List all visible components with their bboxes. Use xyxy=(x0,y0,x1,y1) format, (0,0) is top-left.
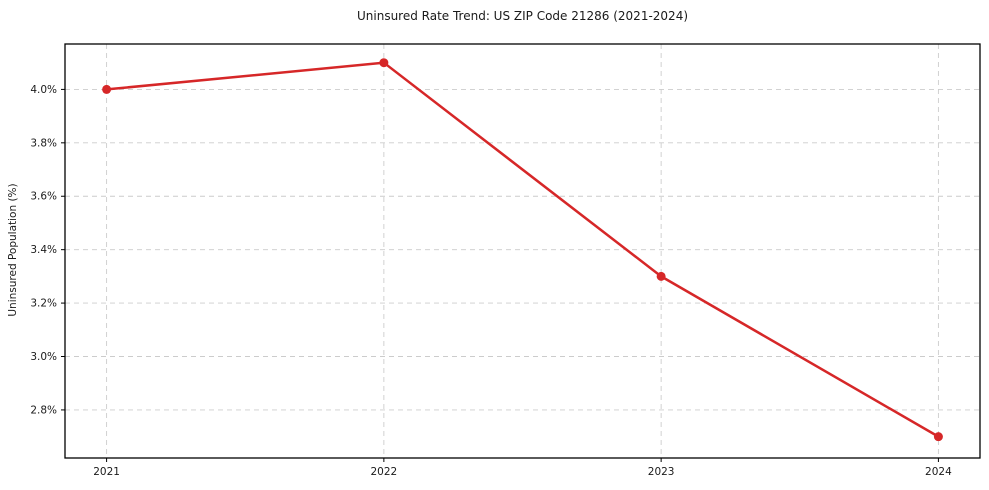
x-tick-label: 2024 xyxy=(925,466,952,478)
y-tick-label: 3.8% xyxy=(30,137,57,149)
data-point-2021 xyxy=(102,84,112,94)
data-point-2022 xyxy=(379,58,389,68)
chart-title: Uninsured Rate Trend: US ZIP Code 21286 … xyxy=(356,9,689,23)
y-tick-label: 3.6% xyxy=(30,191,57,203)
plot-frame xyxy=(64,43,981,459)
data-points xyxy=(102,58,943,442)
y-axis-label: Uninsured Population (%) xyxy=(7,183,19,317)
x-tick-label: 2022 xyxy=(370,466,397,478)
x-tick-label: 2023 xyxy=(648,466,675,478)
trend-line xyxy=(105,61,940,438)
x-tick-label: 2021 xyxy=(93,466,120,478)
data-point-2023 xyxy=(656,271,666,281)
gridlines xyxy=(65,44,980,458)
y-tick-label: 3.0% xyxy=(30,351,57,363)
data-point-2024 xyxy=(933,432,943,442)
y-tick-label: 3.4% xyxy=(30,244,57,256)
y-tick-label: 3.2% xyxy=(30,298,57,310)
y-tick-label: 4.0% xyxy=(30,84,57,96)
y-tick-label: 2.8% xyxy=(30,404,57,416)
axis-ticks: 2.8% 3.0% 3.2% 3.4% 3.6% 3.8% 4.0% 2021 2022 2023… xyxy=(30,84,952,478)
